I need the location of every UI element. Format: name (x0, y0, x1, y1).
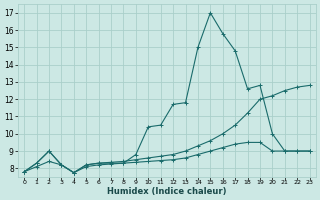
X-axis label: Humidex (Indice chaleur): Humidex (Indice chaleur) (107, 187, 227, 196)
